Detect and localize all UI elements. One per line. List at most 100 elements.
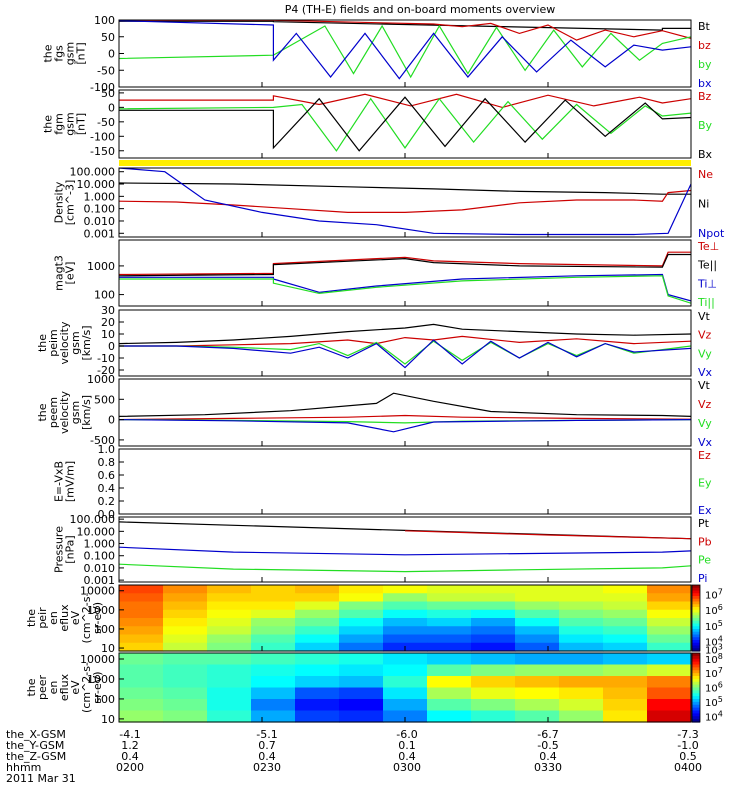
y-tick-label: 0 bbox=[108, 48, 115, 61]
series-vz-line bbox=[119, 414, 691, 421]
heatmap-cell bbox=[647, 601, 692, 611]
legend-label: Pe bbox=[698, 554, 711, 567]
footer-value: 0.7 bbox=[258, 739, 276, 752]
y-axis-label-line: gsm bbox=[64, 112, 77, 135]
heatmap-cell bbox=[603, 634, 648, 644]
colorbar-segment bbox=[692, 620, 700, 625]
y-tick-label: 0.100 bbox=[84, 550, 116, 563]
footer-value: -0.5 bbox=[537, 739, 558, 752]
y-axis-label: Pressure[nPa] bbox=[53, 526, 77, 573]
heatmap-cell bbox=[427, 676, 472, 689]
heatmap-cell bbox=[251, 609, 296, 619]
heatmap-cell bbox=[251, 634, 296, 644]
series-vz-line bbox=[119, 335, 691, 347]
y-tick-label: 1000 bbox=[87, 604, 115, 617]
heatmap-cell bbox=[603, 585, 648, 594]
heatmap-cell bbox=[603, 710, 648, 723]
footer-value: -6.7 bbox=[537, 728, 558, 741]
series-vx-line bbox=[119, 419, 691, 433]
y-tick-label: -100 bbox=[90, 130, 115, 143]
heatmap-cell bbox=[603, 642, 648, 652]
heatmap-cell bbox=[471, 593, 516, 603]
legend-label: By bbox=[698, 119, 713, 132]
heatmap-cell bbox=[339, 585, 384, 594]
y-axis-label-line: the bbox=[36, 403, 49, 421]
legend-label: Vx bbox=[698, 436, 713, 449]
heatmap-cell bbox=[559, 653, 604, 666]
heatmap-cell bbox=[119, 626, 164, 636]
y-tick-label: 1000 bbox=[87, 373, 115, 386]
y-axis-label-line: the bbox=[42, 115, 55, 133]
y-tick-label: 50 bbox=[101, 31, 115, 44]
heatmap-cell bbox=[559, 601, 604, 611]
colorbar-segment bbox=[692, 648, 700, 652]
heatmap-cell bbox=[163, 699, 208, 712]
heatmap-cell bbox=[119, 585, 164, 594]
heatmap-cell bbox=[559, 609, 604, 619]
heatmap-cell bbox=[647, 634, 692, 644]
legend-label: Ni bbox=[698, 198, 709, 211]
heatmap-cell bbox=[339, 664, 384, 677]
colorbar-tick-label: 106 bbox=[705, 603, 723, 617]
colorbar-segment bbox=[692, 693, 700, 697]
heatmap-cell bbox=[339, 687, 384, 700]
footer-row-label: the_Y-GSM bbox=[6, 739, 64, 752]
colorbar-segment bbox=[692, 676, 700, 680]
y-tick-label: -150 bbox=[90, 145, 115, 158]
heatmap-cell bbox=[603, 626, 648, 636]
colorbar-segment bbox=[692, 637, 700, 641]
heatmap-cell bbox=[295, 699, 340, 712]
legend-label: Pi bbox=[698, 572, 707, 585]
colorbar-segment bbox=[692, 696, 700, 700]
panel-frame bbox=[118, 167, 692, 238]
y-tick-label: -50 bbox=[97, 64, 115, 77]
legend-label: Vy bbox=[698, 347, 712, 360]
heatmap-cell bbox=[207, 687, 252, 700]
heatmap-cell bbox=[383, 618, 428, 627]
colorbar-segment bbox=[692, 598, 700, 603]
footer-row-label: hhmm bbox=[6, 761, 41, 774]
series-te-line bbox=[119, 253, 691, 277]
heatmap-cell bbox=[515, 710, 560, 723]
y-axis-label-line: sr-eV) bbox=[91, 602, 104, 634]
colorbar-tick-label: 108 bbox=[705, 652, 723, 666]
colorbar-segment bbox=[692, 664, 700, 668]
footer-value: 0200 bbox=[116, 761, 144, 774]
heatmap-cell bbox=[427, 609, 472, 619]
heatmap-cell bbox=[603, 618, 648, 627]
heatmap-cell bbox=[471, 634, 516, 644]
panel-frame bbox=[118, 378, 692, 447]
heatmap-cell bbox=[339, 626, 384, 636]
y-axis-label-line: [nPa] bbox=[64, 535, 77, 563]
heatmap-cell bbox=[603, 653, 648, 666]
y-axis-label-line: [nT] bbox=[75, 113, 88, 135]
heatmap-cell bbox=[339, 699, 384, 712]
colorbar-tick-label: 105 bbox=[705, 619, 723, 633]
y-tick-label: 100.000 bbox=[70, 166, 116, 179]
heatmap-cell bbox=[515, 676, 560, 689]
heatmap-cell bbox=[647, 609, 692, 619]
legend-label: Te|| bbox=[697, 259, 717, 272]
y-tick-label: 10.000 bbox=[77, 178, 116, 191]
heatmap-cell bbox=[163, 626, 208, 636]
heatmap-cell bbox=[295, 609, 340, 619]
colorbar-segment bbox=[692, 704, 700, 709]
heatmap-cell bbox=[207, 634, 252, 644]
colorbar-segment bbox=[692, 719, 700, 723]
series-vy-line bbox=[119, 340, 691, 365]
y-tick-label: 1.000 bbox=[84, 538, 116, 551]
footer-value: 0330 bbox=[534, 761, 562, 774]
heatmap-cell bbox=[603, 699, 648, 712]
y-tick-label: 0 bbox=[108, 101, 115, 114]
y-tick-label: 0.4 bbox=[98, 482, 116, 495]
y-tick-label: -10 bbox=[97, 352, 115, 365]
legend-label: Pt bbox=[698, 517, 710, 530]
heatmap-cell bbox=[559, 618, 604, 627]
y-axis-label-line: peem bbox=[47, 397, 60, 428]
y-axis-label-line: E=-VxB bbox=[53, 461, 66, 502]
heatmap-cell bbox=[207, 676, 252, 689]
y-axis-label-line: Pressure bbox=[53, 526, 66, 573]
heatmap-cell bbox=[383, 699, 428, 712]
